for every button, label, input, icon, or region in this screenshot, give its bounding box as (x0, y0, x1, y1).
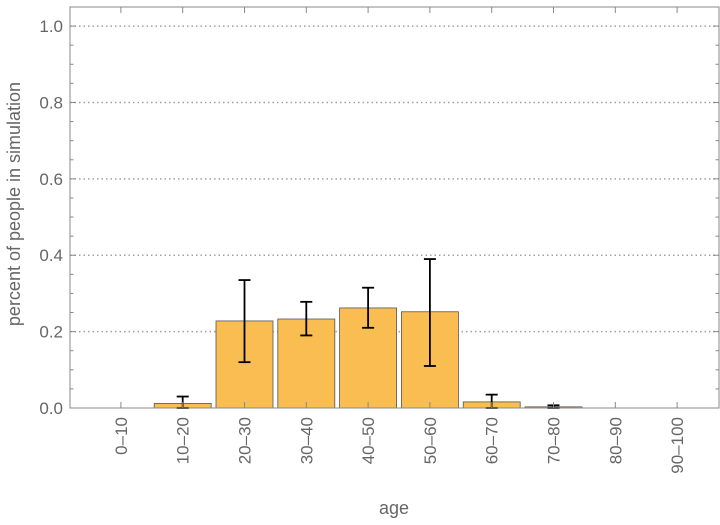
x-tick-label: 40–50 (359, 417, 378, 464)
x-tick-label: 10–20 (174, 417, 193, 464)
y-tick-labels: 0.0 0.2 0.4 0.6 0.8 1.0 (39, 17, 63, 418)
y-tick-label: 0.0 (39, 399, 63, 418)
x-tick-label: 80–90 (606, 417, 625, 464)
y-tick-label: 1.0 (39, 17, 63, 36)
y-axis-title: percent of people in simulation (4, 82, 24, 326)
x-tick-label: 0–10 (112, 417, 131, 455)
x-tick-label: 70–80 (545, 417, 564, 464)
x-tick-labels: 0–10 10–20 20–30 30–40 40–50 50–60 60–70 70–80 8… (112, 417, 687, 474)
grid-lines (70, 25, 719, 333)
y-tick-label: 0.6 (39, 170, 63, 189)
y-tick-label: 0.8 (39, 93, 63, 112)
x-tick-label: 20–30 (236, 417, 255, 464)
y-tick-label: 0.4 (39, 246, 63, 265)
x-tick-label: 30–40 (297, 417, 316, 464)
y-tick-label: 0.2 (39, 323, 63, 342)
plot-frame (69, 6, 720, 409)
x-tick-label: 60–70 (483, 417, 502, 464)
axis-ticks (70, 7, 719, 409)
x-axis-title: age (379, 498, 409, 518)
x-tick-label: 90–100 (668, 417, 687, 474)
x-tick-label: 50–60 (421, 417, 440, 464)
